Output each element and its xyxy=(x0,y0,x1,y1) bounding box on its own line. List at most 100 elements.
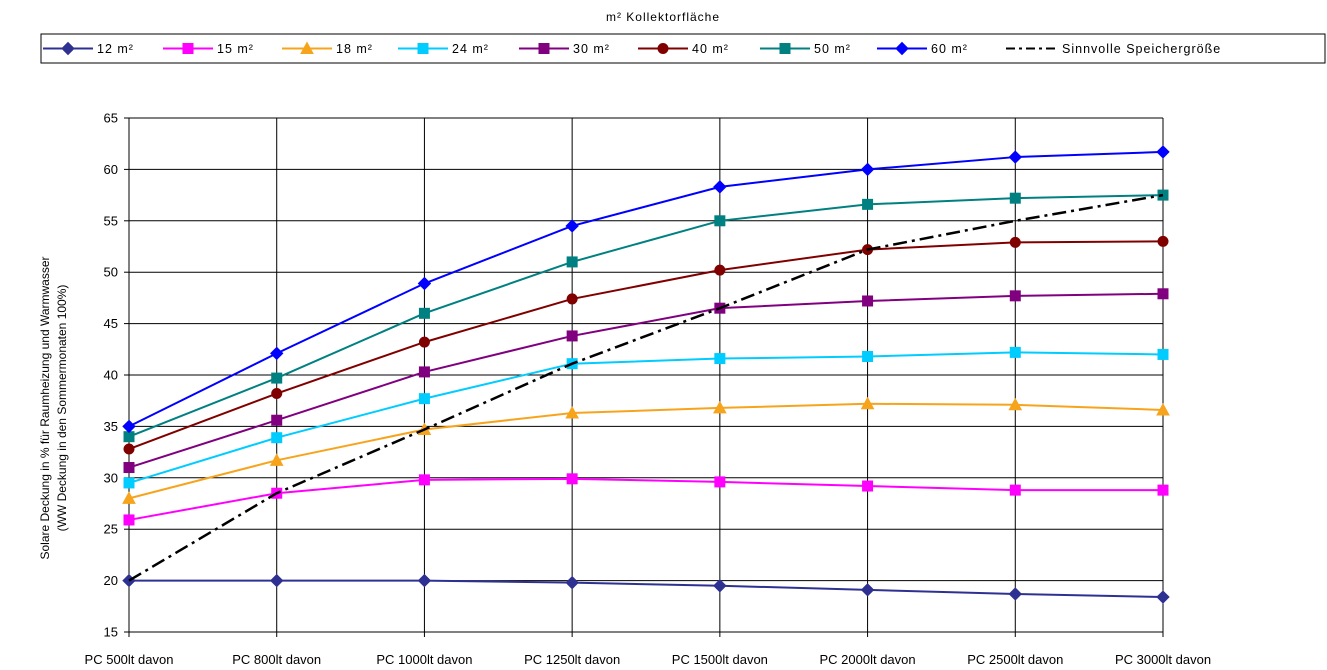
data-point-15-m2 xyxy=(566,473,578,485)
x-tick-label: PC 1250lt davon xyxy=(524,652,620,667)
data-point-12-m2 xyxy=(860,583,875,597)
legend-swatch-marker xyxy=(538,43,550,54)
data-point-40-m2 xyxy=(418,336,430,348)
x-tick-label: PC 1000lt davon xyxy=(376,652,472,667)
series-group xyxy=(122,145,1170,604)
data-point-15-m2 xyxy=(123,514,135,526)
legend-label: 60 m² xyxy=(931,42,968,56)
legend-swatch-marker xyxy=(417,43,429,54)
data-point-60-m2 xyxy=(417,276,432,291)
y-tick-label: 45 xyxy=(104,316,118,331)
data-point-50-m2 xyxy=(271,372,283,384)
legend-swatch-marker xyxy=(300,41,314,54)
series-60-m2 xyxy=(122,145,1170,434)
data-point-30-m2 xyxy=(566,330,578,342)
y-tick-label: 60 xyxy=(104,162,118,177)
data-point-40-m2 xyxy=(271,388,283,400)
data-point-15-m2 xyxy=(1009,484,1021,496)
legend-entry-15-m2: 15 m² xyxy=(163,42,254,56)
legend-label: 50 m² xyxy=(814,42,851,56)
series-line-24-m2 xyxy=(128,351,1164,484)
y-tick-label: 30 xyxy=(104,470,118,485)
legend-label: 12 m² xyxy=(97,42,134,56)
series-line-sinnvolle-speichergr-e xyxy=(128,193,1164,582)
legend: 12 m² 15 m² 18 m² 24 m² 30 m² 40 m² 50 m² 60 m²… xyxy=(43,41,1221,56)
series-15-m2 xyxy=(123,473,1169,526)
legend-entry-18-m2: 18 m² xyxy=(282,41,373,56)
data-point-12-m2 xyxy=(1008,587,1022,601)
x-tick-labels: PC 500lt davon PC 800lt davon PC 1000lt da… xyxy=(85,652,1212,667)
data-point-30-m2 xyxy=(1009,290,1021,302)
data-point-24-m2 xyxy=(271,432,283,444)
data-point-24-m2 xyxy=(862,350,874,362)
data-point-30-m2 xyxy=(862,295,874,307)
data-point-18-m2 xyxy=(269,453,284,466)
legend-label: 40 m² xyxy=(692,42,729,56)
data-point-30-m2 xyxy=(123,462,135,474)
data-point-40-m2 xyxy=(566,293,578,305)
series-50-m2 xyxy=(123,189,1169,443)
y-tick-label: 20 xyxy=(104,573,118,588)
data-point-50-m2 xyxy=(1009,192,1021,204)
legend-entry-40-m2: 40 m² xyxy=(638,42,729,56)
x-tick-label: PC 800lt davon xyxy=(232,652,321,667)
data-point-15-m2 xyxy=(714,476,726,488)
data-point-40-m2 xyxy=(1009,236,1021,248)
series-line-12-m2 xyxy=(129,579,1164,599)
data-point-24-m2 xyxy=(418,393,430,405)
chart-title: m² Kollektorfläche xyxy=(606,10,720,24)
legend-entry-sinnvolle-speichergr-e: Sinnvolle Speichergröße xyxy=(1006,42,1221,56)
data-point-30-m2 xyxy=(271,414,283,426)
y-tick-label: 25 xyxy=(104,522,118,537)
legend-entry-24-m2: 24 m² xyxy=(398,42,489,56)
data-point-12-m2 xyxy=(270,573,284,588)
y-tick-label: 35 xyxy=(104,419,118,434)
data-point-60-m2 xyxy=(1008,150,1022,164)
legend-entry-60-m2: 60 m² xyxy=(877,41,968,56)
legend-label: Sinnvolle Speichergröße xyxy=(1062,42,1221,56)
series-line-18-m2 xyxy=(128,402,1164,500)
y-tick-label: 65 xyxy=(104,111,118,126)
legend-entry-12-m2: 12 m² xyxy=(43,41,134,56)
x-tick-label: PC 1500lt davon xyxy=(672,652,768,667)
data-point-15-m2 xyxy=(418,474,430,486)
data-point-12-m2 xyxy=(1156,590,1170,604)
data-point-24-m2 xyxy=(1009,346,1021,358)
legend-swatch-marker xyxy=(779,43,791,54)
legend-swatch-marker xyxy=(895,41,909,56)
data-point-50-m2 xyxy=(566,256,578,268)
series-line-15-m2 xyxy=(128,477,1163,521)
legend-label: 24 m² xyxy=(452,42,489,56)
legend-label: 15 m² xyxy=(217,42,254,56)
data-point-50-m2 xyxy=(418,307,430,319)
series-18-m2 xyxy=(122,396,1170,504)
data-point-18-m2 xyxy=(122,491,136,504)
x-tick-label: PC 2500lt davon xyxy=(967,652,1063,667)
data-point-50-m2 xyxy=(862,198,874,210)
x-tick-label: PC 3000lt davon xyxy=(1115,652,1211,667)
data-point-12-m2 xyxy=(713,579,727,593)
series-40-m2 xyxy=(123,235,1169,455)
y-tick-label: 55 xyxy=(104,213,118,228)
data-point-24-m2 xyxy=(714,353,726,365)
data-point-50-m2 xyxy=(123,431,135,443)
legend-swatch-marker xyxy=(657,43,669,54)
y-tick-label: 40 xyxy=(104,368,118,383)
data-point-15-m2 xyxy=(1157,484,1169,496)
data-point-60-m2 xyxy=(122,419,136,434)
y-axis-label-line1: Solare Deckung in % für Raumheizung und … xyxy=(38,256,52,559)
data-point-18-m2 xyxy=(1156,402,1170,416)
data-point-15-m2 xyxy=(862,480,874,492)
legend-label: 18 m² xyxy=(336,42,373,56)
legend-swatch-marker xyxy=(61,41,75,56)
grid xyxy=(128,117,1164,633)
data-point-18-m2 xyxy=(1008,397,1023,411)
data-point-18-m2 xyxy=(713,400,727,414)
y-axis-label-line2: (WW Deckung in den Sommermonaten 100%) xyxy=(55,285,69,532)
series-sinnvolle-speichergr-e xyxy=(128,193,1164,582)
data-point-60-m2 xyxy=(270,346,284,361)
legend-entry-50-m2: 50 m² xyxy=(760,42,851,56)
data-point-12-m2 xyxy=(565,575,579,590)
data-point-30-m2 xyxy=(1157,288,1169,300)
series-line-60-m2 xyxy=(128,150,1164,428)
